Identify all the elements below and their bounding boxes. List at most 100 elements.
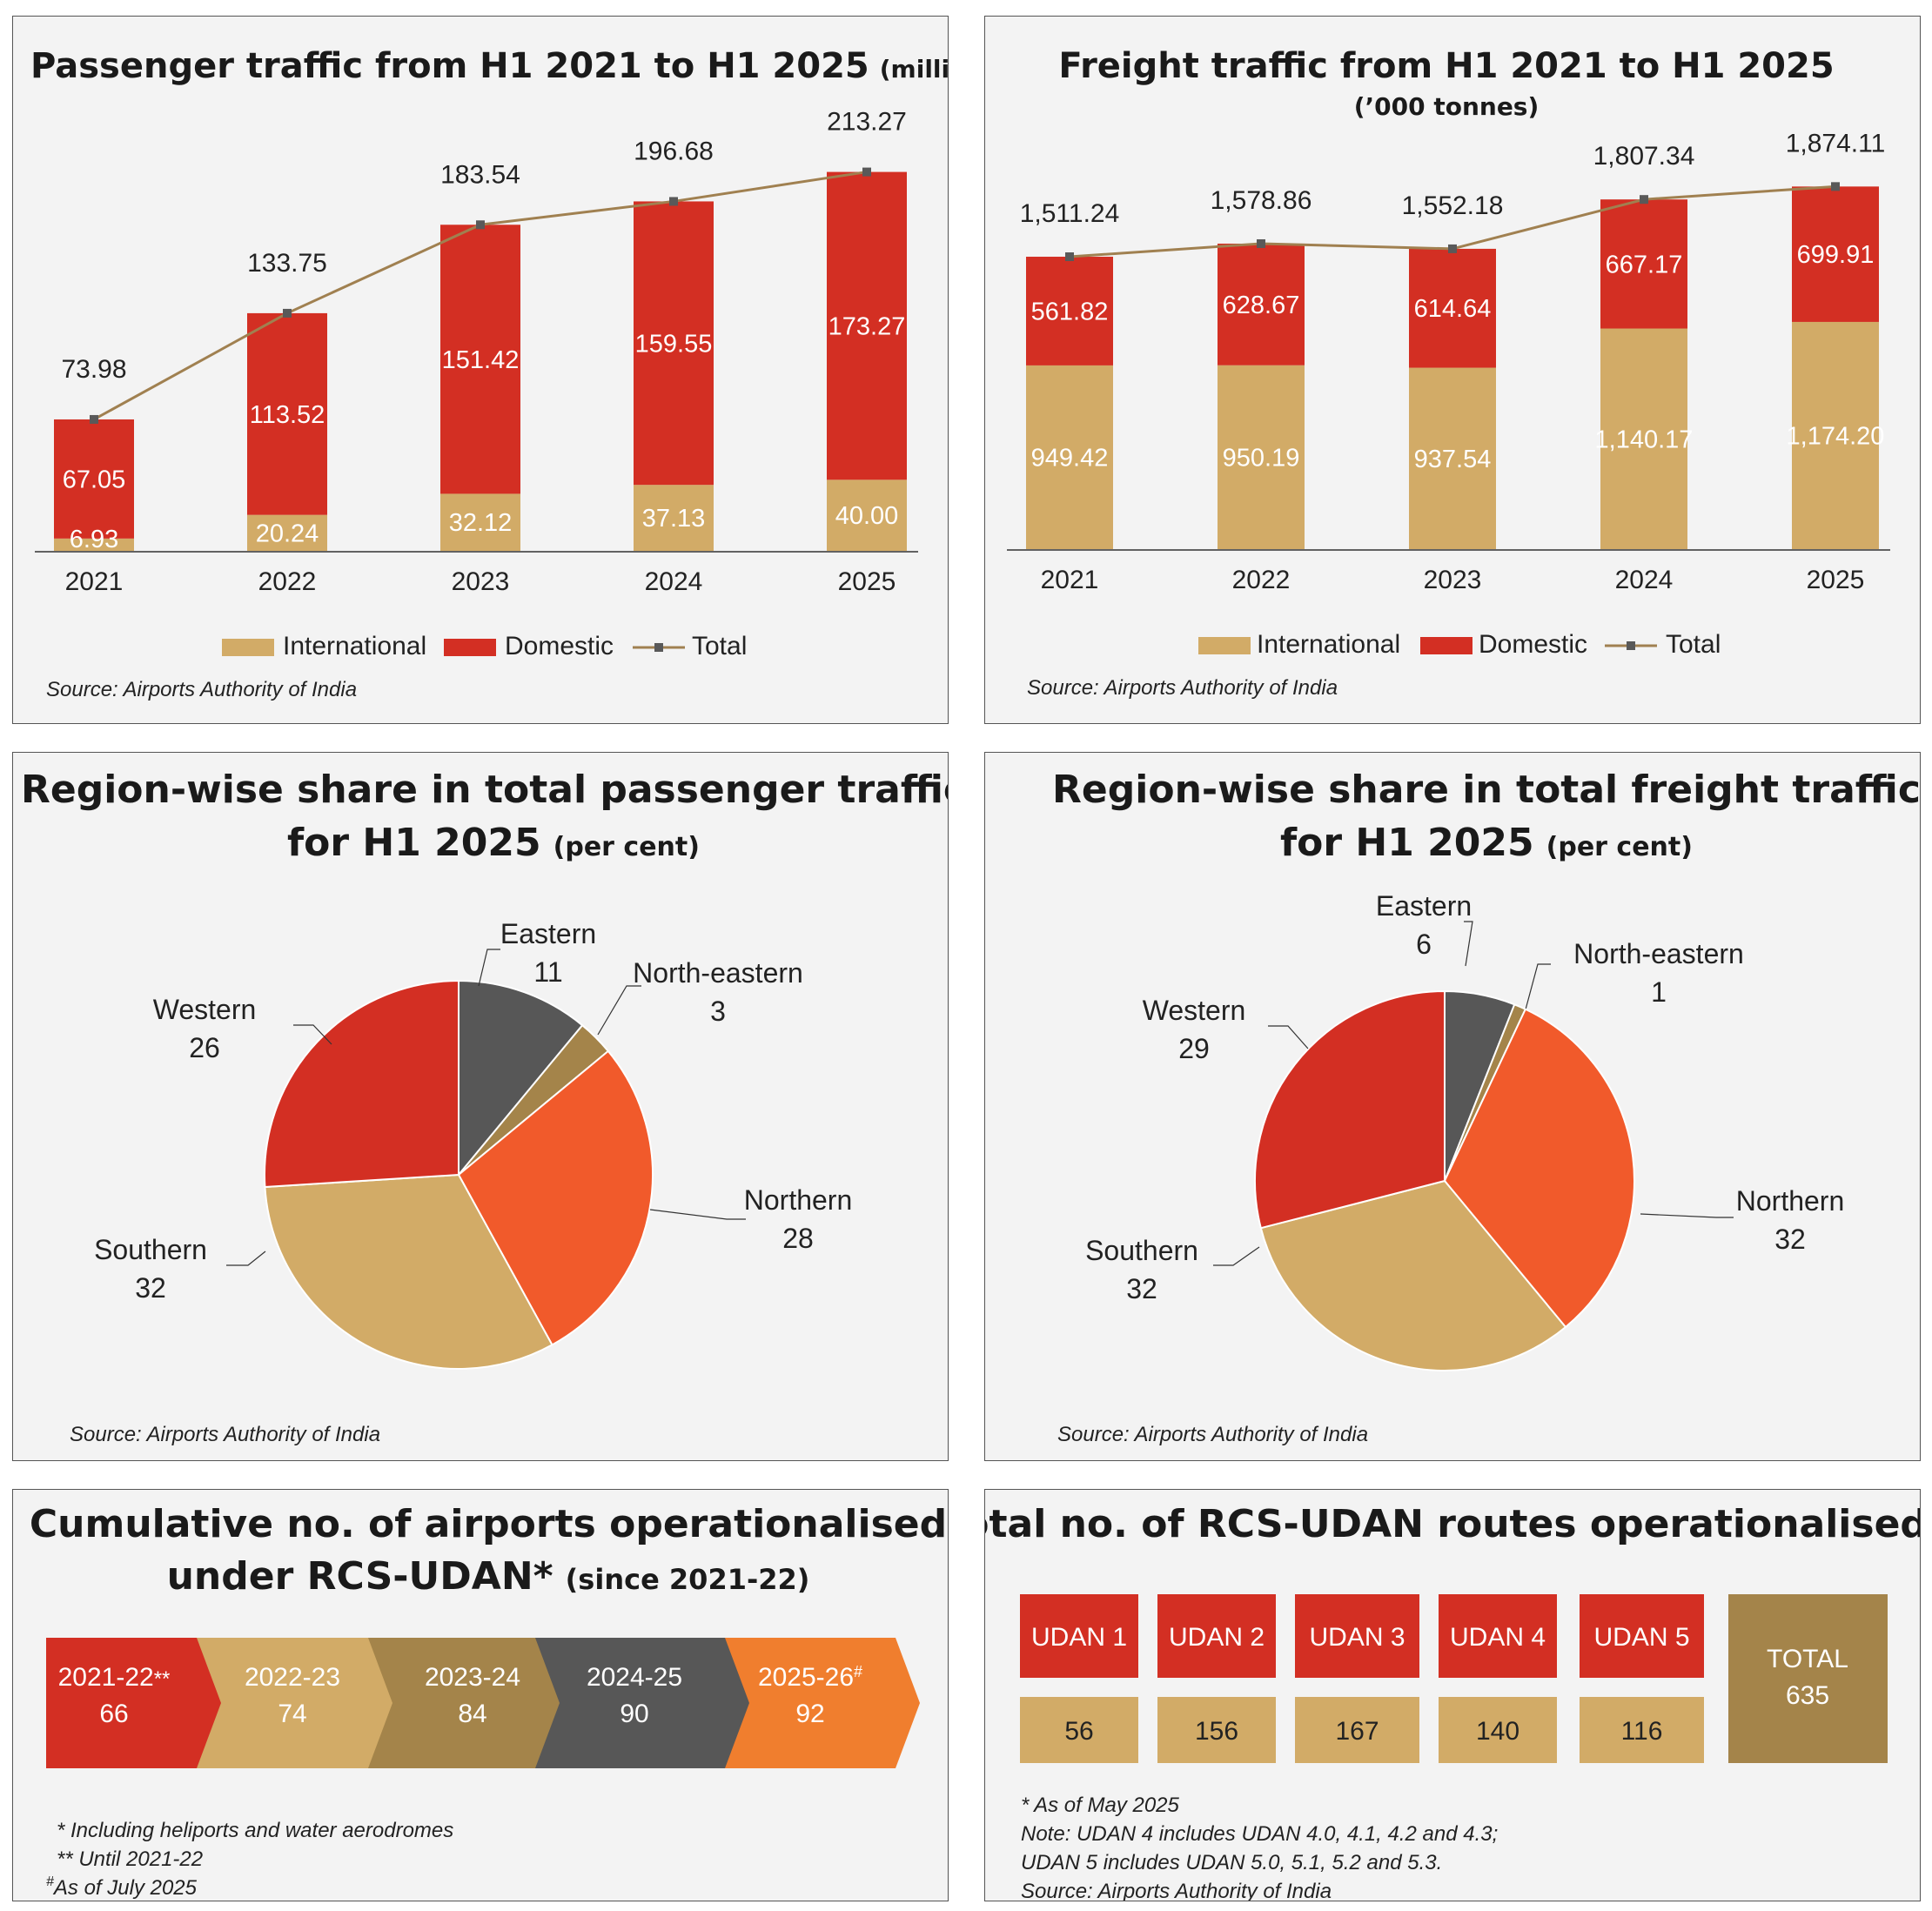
label-domestic-2023: 614.64 [1414, 295, 1492, 323]
bar-international-2024 [1600, 328, 1687, 549]
pie-value-eastern: 6 [1416, 929, 1432, 960]
legend-international-label: International [1257, 630, 1400, 659]
route-cell-udan-2 [1157, 1697, 1276, 1763]
route-total-box [1728, 1594, 1888, 1763]
bar-international-2025 [827, 479, 907, 551]
freight-chart-title: Freight traffic from H1 2021 to H1 2025 [1058, 46, 1834, 86]
leader-western [293, 1024, 332, 1045]
bar-international-2023 [440, 493, 520, 551]
legend-domestic-swatch [1420, 637, 1472, 654]
leader-north-eastern [597, 985, 641, 1036]
label-international-2025: 40.00 [835, 502, 899, 530]
airports-note-3: #As of July 2025 [46, 1874, 198, 1900]
bar-domestic-2025 [827, 171, 907, 480]
pie-value-north-eastern: 3 [710, 996, 726, 1027]
step-chevron-2024-25 [511, 1638, 749, 1768]
airports-title-line2: under RCS-UDAN* (since 2021-22) [167, 1554, 810, 1599]
step-period-2021-22: 2021-22** [58, 1663, 171, 1692]
total-marker-2021 [90, 414, 98, 424]
legend-domestic-label: Domestic [1479, 630, 1587, 659]
pie-label-eastern: Eastern [1376, 890, 1472, 922]
tick-label-2021: 2021 [65, 567, 124, 596]
airports-note-2: ** Until 2021-22 [57, 1847, 203, 1871]
bar-domestic-2024 [1600, 199, 1687, 329]
total-marker-2025 [1831, 182, 1840, 191]
bar-international-2021 [1026, 365, 1113, 549]
total-marker-2022 [1257, 238, 1265, 248]
airports-title-line1: Cumulative no. of airports operationalis… [30, 1502, 947, 1546]
label-international-2025: 1,174.20 [1787, 422, 1885, 450]
label-total-2023: 1,552.18 [1402, 191, 1504, 220]
route-header-udan-2 [1157, 1594, 1276, 1678]
passenger-chart-title: Passenger traffic from H1 2021 to H1 202… [30, 46, 949, 86]
route-header-udan-4 [1439, 1594, 1557, 1678]
pie-label-northern: Northern [1736, 1185, 1845, 1217]
route-value-udan-3: 167 [1335, 1717, 1379, 1746]
step-period-2023-24: 2023-24 [425, 1663, 520, 1692]
freight-region-panel: Region-wise share in total freight traff… [984, 752, 1921, 1461]
pie-label-northern: Northern [744, 1184, 853, 1216]
pie-value-northern: 32 [1774, 1224, 1806, 1255]
route-name-udan-1: UDAN 1 [1031, 1623, 1127, 1652]
step-chevron-2025-26 [701, 1638, 920, 1768]
total-marker-2025 [862, 167, 871, 177]
route-header-udan-1 [1020, 1594, 1138, 1678]
pie-value-southern: 32 [1126, 1273, 1157, 1304]
step-chevron-2022-23 [172, 1638, 392, 1768]
udan-airports-panel: Cumulative no. of airports operationalis… [12, 1489, 949, 1901]
bar-domestic-2021 [54, 419, 134, 539]
pie-value-eastern: 11 [533, 956, 562, 988]
udan-airports-chart: Cumulative no. of airports operationalis… [30, 1502, 947, 1900]
step-value-2025-26: 92 [795, 1700, 824, 1728]
total-marker-2021 [1065, 252, 1074, 262]
passenger-pie-title-line2: for H1 2025 (per cent) [287, 821, 700, 865]
bar-international-2022 [1218, 365, 1305, 549]
route-name-udan-3: UDAN 3 [1309, 1623, 1405, 1652]
tick-label-2023: 2023 [452, 567, 510, 596]
routes-title: Total no. of RCS-UDAN routes operational… [985, 1502, 1921, 1546]
leader-north-eastern [1525, 963, 1551, 1010]
bar-domestic-2021 [1026, 257, 1113, 365]
label-international-2023: 937.54 [1414, 446, 1492, 473]
bar-domestic-2024 [634, 201, 714, 486]
bar-domestic-2025 [1792, 186, 1879, 322]
pie-label-eastern: Eastern [500, 918, 596, 949]
label-total-2021: 1,511.24 [1020, 199, 1120, 228]
tick-label-2025: 2025 [838, 567, 896, 596]
airports-note-1: * Including heliports and water aerodrom… [57, 1819, 453, 1842]
pie-value-western: 26 [189, 1032, 220, 1063]
step-period-2024-25: 2024-25 [587, 1663, 682, 1692]
bar-domestic-2022 [247, 312, 327, 515]
passenger-legend: International Domestic Total [222, 632, 747, 660]
leader-eastern [478, 949, 500, 987]
passenger-region-panel: Region-wise share in total passenger tra… [12, 752, 949, 1461]
pie-slice-southern [1259, 1179, 1567, 1371]
legend-international-label: International [283, 632, 426, 660]
pie-value-western: 29 [1178, 1033, 1210, 1064]
label-domestic-2024: 159.55 [635, 330, 713, 358]
label-domestic-2025: 173.27 [828, 312, 906, 340]
total-marker-2023 [476, 220, 485, 230]
tick-label-2025: 2025 [1807, 566, 1865, 594]
total-marker-2024 [669, 197, 678, 206]
freight-pie-source: Source: Airports Authority of India [1057, 1423, 1368, 1446]
step-chevron-2021-22 [46, 1638, 221, 1768]
tick-label-2024: 2024 [645, 567, 703, 596]
passenger-pie-title-line1: Region-wise share in total passenger tra… [21, 768, 949, 812]
pie-label-north-eastern: North-eastern [633, 957, 803, 989]
route-total-label: TOTAL [1767, 1645, 1848, 1673]
label-total-2022: 133.75 [247, 249, 327, 278]
passenger-traffic-panel: Passenger traffic from H1 2021 to H1 202… [12, 16, 949, 724]
label-domestic-2021: 561.82 [1031, 298, 1109, 325]
total-marker-2022 [283, 308, 292, 318]
tick-label-2022: 2022 [1232, 566, 1291, 594]
route-header-udan-3 [1295, 1594, 1419, 1678]
bar-domestic-2022 [1218, 243, 1305, 365]
passenger-source: Source: Airports Authority of India [46, 678, 357, 701]
total-marker-2023 [1448, 244, 1457, 253]
route-total-value: 635 [1786, 1681, 1829, 1710]
label-international-2024: 37.13 [642, 505, 706, 533]
leader-northern [1640, 1213, 1734, 1218]
route-value-udan-2: 156 [1195, 1717, 1238, 1746]
legend-total-label: Total [1666, 630, 1721, 659]
